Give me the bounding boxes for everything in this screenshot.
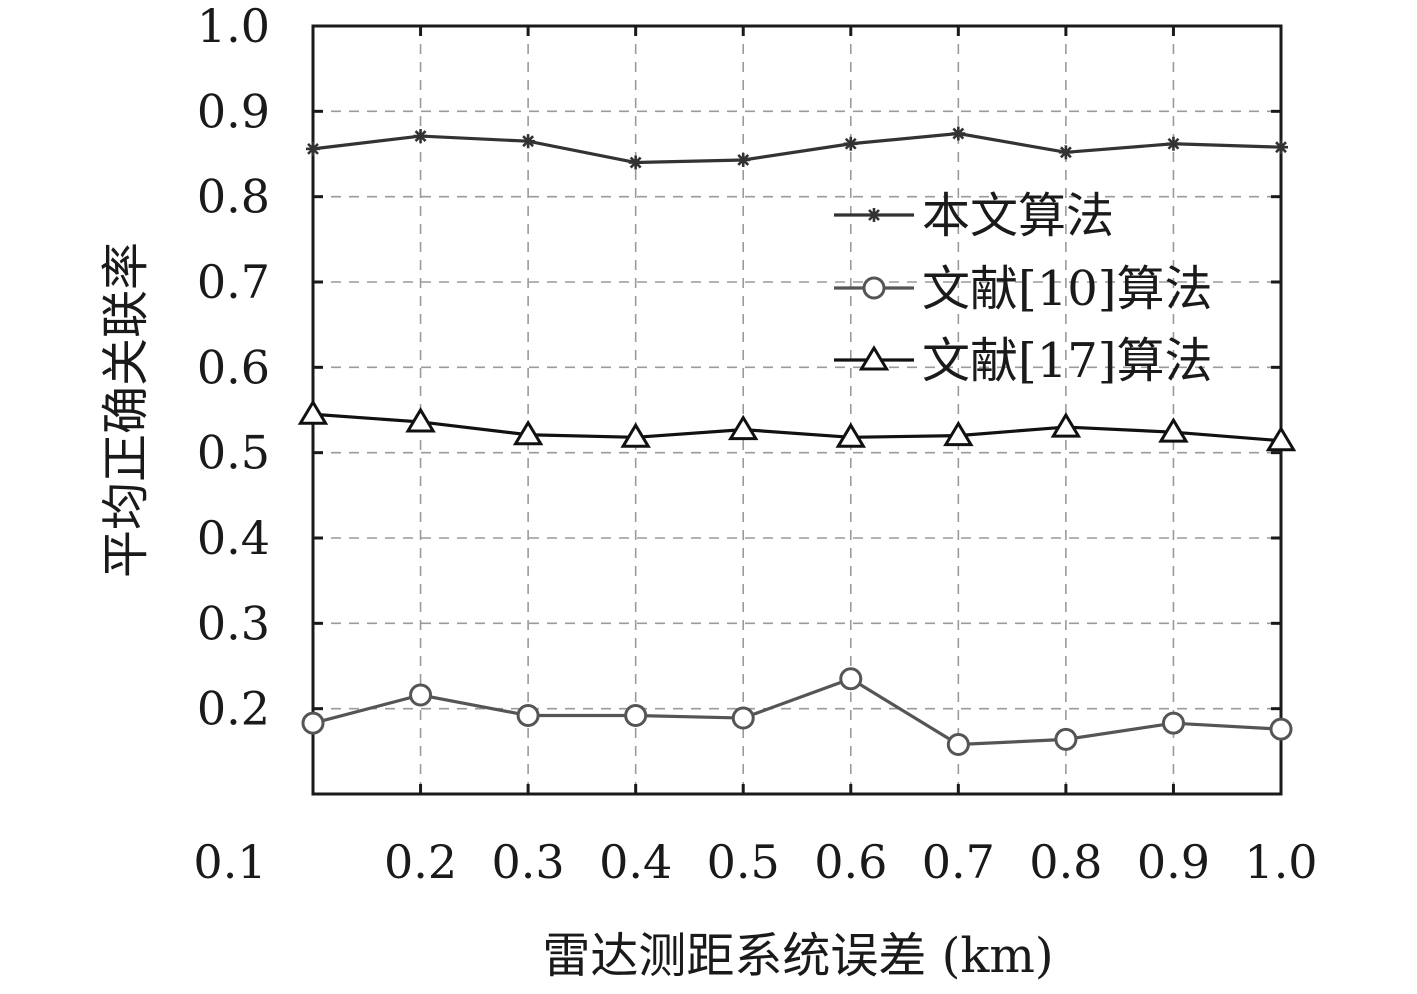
x-tick-label: 0.6 bbox=[814, 835, 887, 889]
y-tick-label: 0.6 bbox=[197, 340, 270, 394]
x-tick-label: 0.8 bbox=[1029, 835, 1102, 889]
y-tick-label: 0.5 bbox=[197, 426, 270, 480]
circle-marker bbox=[624, 703, 648, 727]
legend-item-1: 本文算法 bbox=[834, 188, 1114, 244]
x-tick-label: 0.9 bbox=[1137, 835, 1210, 889]
legend-label: 文献[10]算法 bbox=[922, 261, 1213, 317]
circle-marker bbox=[731, 706, 755, 730]
triangle-marker bbox=[1158, 417, 1189, 443]
x-tick-label: 1.0 bbox=[1244, 835, 1317, 889]
x-tick-label: 0.1 bbox=[193, 835, 266, 889]
y-tick-labels: 0.2 0.3 0.4 0.5 0.6 0.7 0.8 0.9 1.0 bbox=[197, 0, 270, 736]
star-marker bbox=[1274, 140, 1288, 155]
series-group bbox=[297, 126, 1297, 757]
y-tick-label: 0.3 bbox=[197, 596, 270, 650]
y-axis-label: 平均正确关联率 bbox=[98, 242, 154, 578]
triangle-marker bbox=[943, 420, 974, 447]
x-tick-labels: 0.1 0.2 0.3 0.4 0.5 0.6 0.7 0.8 0.9 1.0 bbox=[193, 835, 1317, 889]
y-tick-label: 0.9 bbox=[197, 84, 270, 138]
star-marker bbox=[306, 141, 320, 156]
x-axis-label: 雷达测距系统误差 (km) bbox=[542, 928, 1053, 984]
axis-ticks bbox=[311, 24, 1283, 794]
series-1 bbox=[306, 126, 1288, 170]
x-tick-label: 0.7 bbox=[922, 835, 995, 889]
triangle-marker bbox=[405, 407, 436, 433]
circle-marker bbox=[409, 683, 433, 707]
triangle-marker bbox=[297, 399, 329, 425]
y-tick-label: 0.8 bbox=[197, 170, 270, 224]
triangle-marker bbox=[727, 414, 759, 441]
y-tick-label: 1.0 bbox=[197, 0, 270, 53]
y-tick-label: 0.7 bbox=[197, 255, 270, 309]
star-marker bbox=[521, 134, 536, 149]
legend-label: 文献[17]算法 bbox=[922, 333, 1213, 389]
series-line bbox=[312, 412, 1282, 443]
series-line bbox=[312, 677, 1282, 747]
circle-marker bbox=[1054, 727, 1078, 751]
triangle-marker bbox=[858, 345, 890, 371]
star-marker bbox=[867, 208, 881, 222]
legend-label: 本文算法 bbox=[922, 188, 1114, 244]
x-tick-label: 0.3 bbox=[492, 835, 565, 889]
triangle-marker bbox=[512, 419, 544, 446]
series-2 bbox=[301, 667, 1293, 757]
star-marker bbox=[413, 129, 428, 144]
x-tick-label: 0.4 bbox=[599, 835, 672, 889]
circle-marker bbox=[516, 703, 540, 727]
star-marker bbox=[1166, 136, 1181, 151]
triangle-marker bbox=[835, 422, 867, 448]
star-marker bbox=[736, 152, 751, 167]
circle-marker bbox=[839, 667, 863, 691]
series-3 bbox=[297, 399, 1297, 452]
y-tick-label: 0.2 bbox=[197, 682, 270, 736]
triangle-marker bbox=[1265, 425, 1297, 452]
circle-marker bbox=[1269, 717, 1293, 741]
circle-marker bbox=[1161, 711, 1185, 735]
x-tick-label: 0.2 bbox=[384, 835, 457, 889]
star-marker bbox=[628, 155, 643, 170]
legend-item-3: 文献[17]算法 bbox=[834, 333, 1213, 389]
legend-item-2: 文献[10]算法 bbox=[834, 261, 1213, 317]
star-marker bbox=[843, 136, 858, 151]
y-tick-label: 0.4 bbox=[197, 511, 270, 565]
circle-marker bbox=[301, 711, 325, 735]
plot-frame bbox=[311, 24, 1283, 796]
grid-lines bbox=[313, 26, 1281, 794]
x-tick-label: 0.5 bbox=[707, 835, 780, 889]
star-marker bbox=[1058, 145, 1073, 160]
series-line bbox=[312, 131, 1282, 165]
triangle-marker bbox=[620, 422, 651, 448]
star-marker bbox=[951, 126, 966, 141]
triangle-marker bbox=[1050, 412, 1082, 438]
circle-marker bbox=[946, 733, 970, 757]
circle-marker bbox=[862, 276, 886, 300]
